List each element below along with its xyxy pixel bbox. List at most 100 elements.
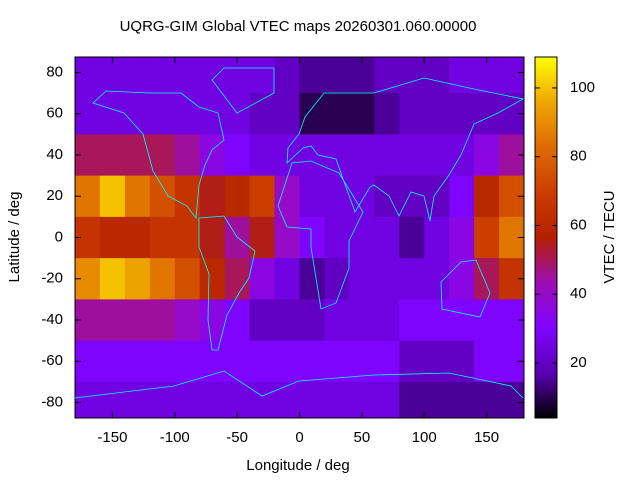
heat-cell [75, 381, 101, 418]
heat-cell [99, 57, 126, 94]
heat-cell [374, 340, 400, 383]
heat-cell [299, 340, 325, 383]
x-tick-label: -50 [226, 429, 248, 446]
heat-cell [174, 57, 201, 94]
heat-cell [274, 175, 300, 218]
heat-cell [224, 381, 251, 418]
heat-cell [174, 258, 201, 300]
heat-cell [174, 93, 201, 135]
heat-cell [249, 299, 276, 342]
x-tick-label: 100 [412, 429, 437, 446]
heat-cell [249, 216, 276, 259]
colorbar-tick-label: 80 [570, 148, 587, 165]
heat-cell [99, 258, 126, 300]
x-tick-label: 50 [354, 429, 371, 446]
heat-cell [449, 258, 475, 300]
heat-cell [99, 381, 126, 418]
x-tick-label: 150 [474, 429, 499, 446]
heat-cell [349, 381, 375, 418]
heat-cell [174, 381, 201, 418]
heat-cell [124, 381, 151, 418]
heat-cell [474, 175, 500, 218]
heat-cell [449, 340, 475, 383]
heat-cell [424, 299, 450, 342]
heat-cell [474, 299, 500, 342]
heat-cell [424, 57, 450, 94]
heat-cell [474, 57, 500, 94]
y-tick-label: -20 [41, 270, 63, 287]
heat-cell [299, 381, 325, 418]
colorbar-tick-label: 100 [570, 79, 595, 96]
chart-title: UQRG-GIM Global VTEC maps 20260301.060.0… [120, 18, 477, 35]
heat-cell [174, 134, 201, 177]
colorbar-tick-label: 60 [570, 216, 587, 233]
heat-cell [399, 340, 425, 383]
heat-cell [349, 134, 375, 177]
heat-cell [124, 57, 151, 94]
heat-cell [224, 299, 251, 342]
heat-cell [374, 175, 400, 218]
y-tick-label: 20 [46, 187, 63, 204]
heat-cell [374, 258, 400, 300]
coastline [440, 259, 491, 318]
heat-cell [349, 216, 375, 259]
heat-cell [324, 258, 350, 300]
y-tick-label: 40 [46, 146, 63, 163]
heat-cell [274, 93, 300, 135]
heat-cell [174, 299, 201, 342]
heat-cell [424, 175, 450, 218]
heat-cell [299, 216, 325, 259]
heat-cell [449, 134, 475, 177]
heat-cell [399, 93, 425, 135]
heat-cell [324, 340, 350, 383]
heat-cell [249, 340, 276, 383]
heat-cell [449, 93, 475, 135]
heat-cell [424, 340, 450, 383]
y-tick-label: 80 [46, 63, 63, 80]
heat-cell [424, 381, 450, 418]
heat-cell [449, 381, 475, 418]
heat-cell [149, 57, 176, 94]
heat-cell [199, 175, 226, 218]
colorbar-tick-label: 40 [570, 285, 587, 302]
heat-cell [324, 93, 350, 135]
heat-cell [449, 175, 475, 218]
heat-cell [149, 381, 176, 418]
heat-cell [149, 134, 176, 177]
heat-cell [324, 57, 350, 94]
heat-cell [199, 381, 226, 418]
coastlines [75, 67, 524, 399]
heat-cell [274, 57, 300, 94]
heatmap [75, 57, 524, 418]
heat-cell [149, 258, 176, 300]
heat-cell [399, 134, 425, 177]
heat-cell [374, 93, 400, 135]
heat-cell [224, 175, 251, 218]
heat-cell [174, 175, 201, 218]
colorbar-label: VTEC / TECU [601, 190, 618, 283]
heat-cell [449, 216, 475, 259]
heat-cell [299, 258, 325, 300]
heat-cell [124, 216, 151, 259]
heat-cell [374, 381, 400, 418]
heat-cell [249, 175, 276, 218]
x-tick-label: 0 [295, 429, 303, 446]
heat-cell [499, 57, 524, 94]
heat-cell [424, 258, 450, 300]
heat-cell [299, 93, 325, 135]
heat-cell [224, 258, 251, 300]
coastline [92, 90, 225, 220]
heat-cell [249, 57, 276, 94]
heat-cell [399, 258, 425, 300]
heat-cell [199, 216, 226, 259]
heat-cell [99, 93, 126, 135]
heat-cell [349, 57, 375, 94]
heat-cell [99, 216, 126, 259]
heat-cell [274, 299, 300, 342]
heat-cell [499, 381, 524, 418]
heat-cell [424, 134, 450, 177]
heat-cell [399, 299, 425, 342]
heat-cell [124, 134, 151, 177]
heat-cell [124, 340, 151, 383]
